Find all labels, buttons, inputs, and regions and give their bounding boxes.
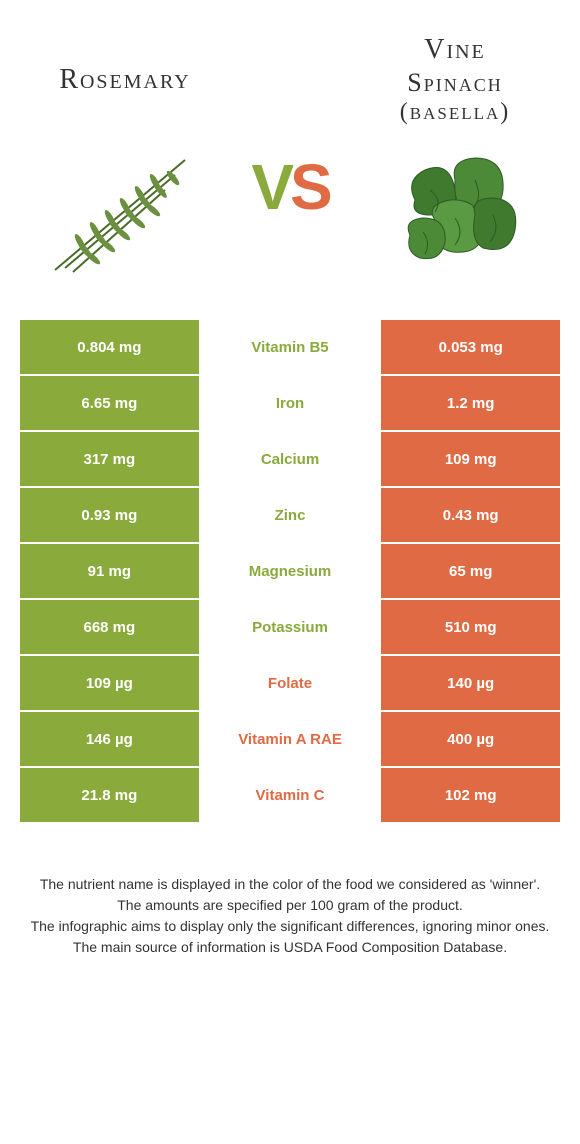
left-value: 91 mg bbox=[20, 544, 201, 600]
footer-line-4: The main source of information is USDA F… bbox=[20, 937, 560, 958]
right-value: 400 µg bbox=[379, 712, 560, 768]
table-row: 21.8 mgVitamin C102 mg bbox=[20, 768, 560, 824]
table-row: 0.93 mgZinc0.43 mg bbox=[20, 488, 560, 544]
footer-line-3: The infographic aims to display only the… bbox=[20, 916, 560, 937]
right-value: 510 mg bbox=[379, 600, 560, 656]
food-left-title: Rosemary bbox=[59, 30, 190, 130]
nutrient-table: 0.804 mgVitamin B50.053 mg6.65 mgIron1.2… bbox=[20, 320, 560, 824]
food-right-name-l3: (basella) bbox=[400, 98, 510, 127]
food-right-column: Vine Spinach (basella) bbox=[350, 30, 560, 280]
left-value: 317 mg bbox=[20, 432, 201, 488]
left-value: 146 µg bbox=[20, 712, 201, 768]
nutrient-name: Potassium bbox=[201, 600, 380, 656]
table-row: 6.65 mgIron1.2 mg bbox=[20, 376, 560, 432]
vs-v: V bbox=[251, 151, 290, 223]
nutrient-name: Calcium bbox=[201, 432, 380, 488]
right-value: 0.43 mg bbox=[379, 488, 560, 544]
footer-line-1: The nutrient name is displayed in the co… bbox=[20, 874, 560, 895]
table-row: 317 mgCalcium109 mg bbox=[20, 432, 560, 488]
right-value: 102 mg bbox=[379, 768, 560, 824]
nutrient-name: Vitamin B5 bbox=[201, 320, 380, 376]
rosemary-image bbox=[45, 140, 205, 280]
right-value: 1.2 mg bbox=[379, 376, 560, 432]
food-left-column: Rosemary bbox=[20, 30, 230, 280]
footer-notes: The nutrient name is displayed in the co… bbox=[20, 874, 560, 958]
table-row: 109 µgFolate140 µg bbox=[20, 656, 560, 712]
footer-line-2: The amounts are specified per 100 gram o… bbox=[20, 895, 560, 916]
nutrient-name: Zinc bbox=[201, 488, 380, 544]
left-value: 21.8 mg bbox=[20, 768, 201, 824]
header: Rosemary bbox=[0, 20, 580, 290]
left-value: 6.65 mg bbox=[20, 376, 201, 432]
nutrient-name: Magnesium bbox=[201, 544, 380, 600]
food-right-name-l1: Vine bbox=[400, 33, 510, 67]
vs-s: S bbox=[290, 151, 329, 223]
nutrient-name: Vitamin C bbox=[201, 768, 380, 824]
right-value: 65 mg bbox=[379, 544, 560, 600]
left-value: 109 µg bbox=[20, 656, 201, 712]
right-value: 140 µg bbox=[379, 656, 560, 712]
nutrient-name: Iron bbox=[201, 376, 380, 432]
nutrient-name: Folate bbox=[201, 656, 380, 712]
right-value: 109 mg bbox=[379, 432, 560, 488]
right-value: 0.053 mg bbox=[379, 320, 560, 376]
left-value: 668 mg bbox=[20, 600, 201, 656]
table-row: 668 mgPotassium510 mg bbox=[20, 600, 560, 656]
comparison-container: Rosemary bbox=[0, 0, 580, 978]
food-left-name: Rosemary bbox=[59, 63, 190, 97]
nutrient-name: Vitamin A RAE bbox=[201, 712, 380, 768]
vs-column: VS bbox=[230, 30, 350, 224]
vs-label: VS bbox=[251, 150, 328, 224]
food-right-name-l2: Spinach bbox=[400, 67, 510, 98]
food-right-title: Vine Spinach (basella) bbox=[400, 30, 510, 130]
vine-spinach-image bbox=[375, 140, 535, 280]
table-row: 0.804 mgVitamin B50.053 mg bbox=[20, 320, 560, 376]
table-row: 146 µgVitamin A RAE400 µg bbox=[20, 712, 560, 768]
left-value: 0.93 mg bbox=[20, 488, 201, 544]
table-row: 91 mgMagnesium65 mg bbox=[20, 544, 560, 600]
left-value: 0.804 mg bbox=[20, 320, 201, 376]
